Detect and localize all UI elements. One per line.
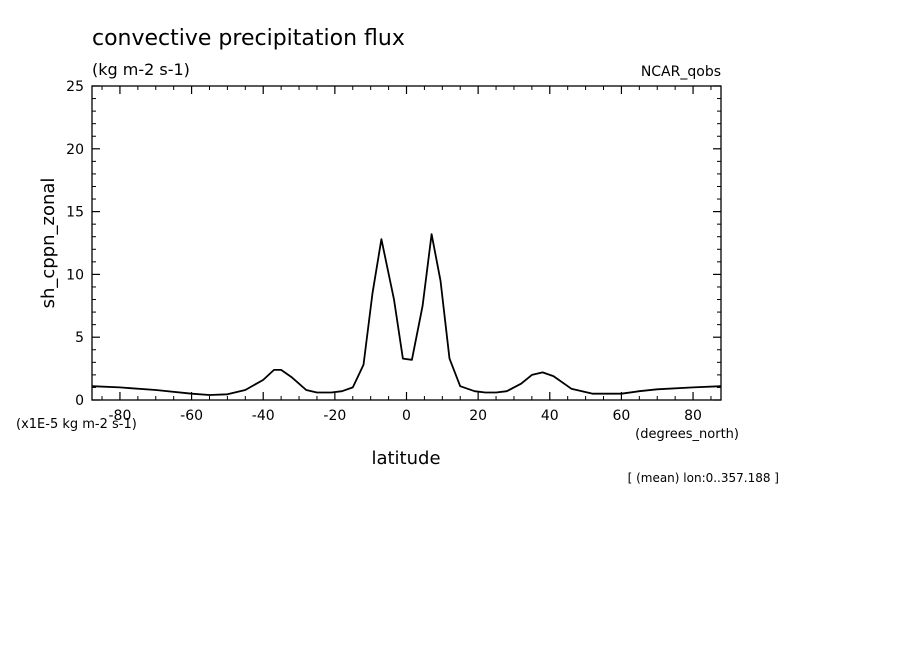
x-tick-label: 60 bbox=[613, 408, 631, 424]
chart-title: convective precipitation flux bbox=[92, 26, 405, 51]
footnote: [ (mean) lon:0..357.188 ] bbox=[628, 471, 779, 485]
y-tick-label: 0 bbox=[75, 393, 84, 409]
y-unit-label: (x1E-5 kg m-2 s-1) bbox=[16, 417, 137, 432]
x-tick-label: 20 bbox=[469, 408, 487, 424]
x-tick-label: -80 bbox=[109, 408, 132, 424]
series-line bbox=[91, 233, 722, 396]
x-unit-label: (degrees_north) bbox=[635, 427, 739, 442]
dataset-label: NCAR_qobs bbox=[641, 64, 721, 80]
x-tick-label: -20 bbox=[323, 408, 346, 424]
y-tick-label: 20 bbox=[66, 142, 84, 158]
y-tick-label: 5 bbox=[75, 330, 84, 346]
y-tick-label: 25 bbox=[66, 79, 84, 95]
y-tick-label: 10 bbox=[66, 267, 84, 283]
x-tick-label: -40 bbox=[252, 408, 275, 424]
tick-labels: -80 -60 -40 -20 0 20 40 60 80 0 5 10 15 20 25 bbox=[66, 79, 702, 424]
axes bbox=[91, 85, 722, 401]
y-axis-title: sh_cppn_zonal bbox=[38, 178, 59, 309]
x-tick-label: 0 bbox=[402, 408, 411, 424]
y-tick-label: 15 bbox=[66, 205, 84, 221]
x-tick-label: -60 bbox=[180, 408, 203, 424]
plot-frame bbox=[91, 85, 722, 401]
x-tick-label: 80 bbox=[684, 408, 702, 424]
x-tick-label: 40 bbox=[541, 408, 559, 424]
ticks bbox=[92, 85, 721, 401]
x-axis-title: latitude bbox=[371, 448, 440, 469]
series bbox=[91, 233, 722, 396]
chart-units-subtitle: (kg m-2 s-1) bbox=[92, 60, 190, 79]
